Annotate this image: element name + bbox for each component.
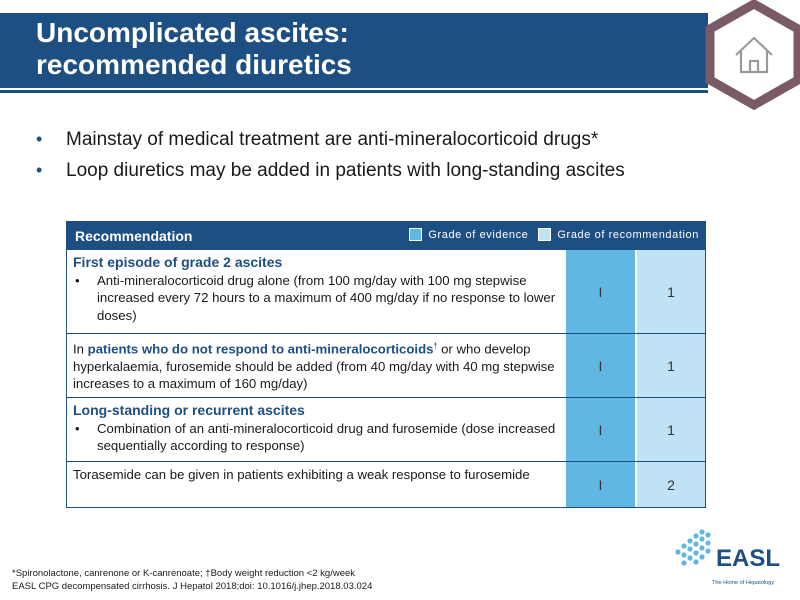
footnote-line: *Spironolactone, canrenone or K-canrenoa… [12,568,356,579]
row-text-post: or who develop hyperkalaemia, furosemide… [73,341,555,392]
evidence-grade: I [565,398,635,461]
recommendation-text: Torasemide can be given in patients exhi… [67,462,565,507]
recommendation-text: First episode of grade 2 ascites Anti-mi… [67,250,565,333]
row-title: Long-standing or recurrent ascites [73,402,305,418]
table-row: Torasemide can be given in patients exhi… [67,461,705,507]
recommendation-table: Recommendation Grade of evidence Grade o… [66,221,706,508]
row-text: Torasemide can be given in patients exhi… [73,467,530,482]
evidence-grade: I [565,334,635,397]
recommendation-swatch [538,228,552,241]
evidence-grade: I [565,462,635,507]
slide-title: Uncomplicated ascites: recommended diure… [36,17,696,81]
logo-wordmark: EASL [716,545,780,572]
footnote: *Spironolactone, canrenone or K-canrenoa… [12,568,612,593]
bullet-item: Mainstay of medical treatment are anti-m… [36,124,776,155]
row-bullet: Combination of an anti-mineralocorticoid… [73,420,559,455]
recommendation-grade: 1 [635,398,705,461]
grade-legend: Grade of evidence Grade of recommendatio… [399,228,699,241]
recommendation-text: Long-standing or recurrent ascites Combi… [67,398,565,461]
legend-recommendation-label: Grade of recommendation [557,228,699,241]
slide-title-line2: recommended diuretics [36,49,352,80]
legend-recommendation: Grade of recommendation [538,228,699,241]
row-text-pre: In [73,341,88,357]
table-header: Recommendation Grade of evidence Grade o… [67,222,705,249]
footnote-marker: † [433,343,438,350]
recommendation-text: In patients who do not respond to anti-m… [67,334,565,397]
recommendation-grade: 2 [635,462,705,507]
logo-tagline: The Home of Hepatology [712,580,774,586]
evidence-swatch [409,228,423,241]
row-bullet: Anti-mineralocorticoid drug alone (from … [73,272,559,325]
evidence-grade: I [565,250,635,333]
title-bar [0,13,708,88]
table-row: First episode of grade 2 ascites Anti-mi… [67,249,705,333]
header-label: Recommendation [75,228,193,244]
row-highlight: patients who do not respond to anti-mine… [87,341,434,357]
home-icon [705,0,800,111]
title-divider [0,90,708,93]
easl-logo-mark: EASL The Home of Hepatology [675,529,780,586]
easl-logo: EASL The Home of Hepatology [672,526,792,588]
legend-evidence-label: Grade of evidence [428,228,529,241]
legend-evidence: Grade of evidence [409,228,528,241]
recommendation-grade: 1 [635,250,705,333]
table-row: In patients who do not respond to anti-m… [67,333,705,397]
row-title: First episode of grade 2 ascites [73,254,283,270]
recommendation-grade: 1 [635,334,705,397]
slide-title-line1: Uncomplicated ascites: [36,17,349,48]
bullet-item: Loop diuretics may be added in patients … [36,155,776,186]
citation-line: EASL CPG decompensated cirrhosis. J Hepa… [12,580,373,592]
home-button[interactable] [704,0,800,111]
table-row: Long-standing or recurrent ascites Combi… [67,397,705,461]
bullet-list: Mainstay of medical treatment are anti-m… [36,124,776,186]
logo-hex-cluster [675,529,711,566]
